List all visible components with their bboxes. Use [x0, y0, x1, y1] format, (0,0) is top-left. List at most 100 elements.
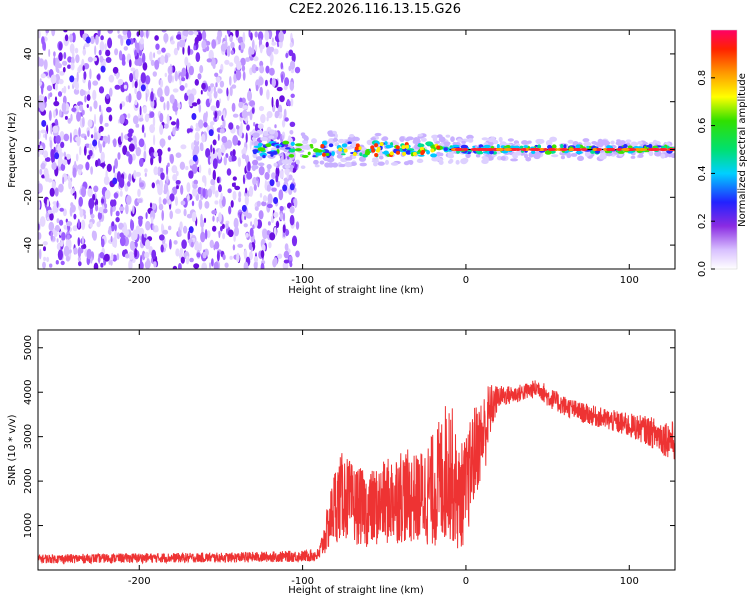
heatmap-cell [325, 152, 330, 157]
heatmap-cell [63, 224, 68, 230]
heatmap-cell [260, 262, 265, 269]
heatmap-cell [135, 171, 141, 177]
heatmap-cell [249, 227, 254, 237]
heatmap-cell [253, 184, 257, 191]
heatmap-cell [496, 148, 501, 151]
heatmap-cell [160, 55, 165, 65]
heatmap-cell [212, 225, 217, 232]
heatmap-cell [200, 89, 203, 95]
heatmap-cell [295, 221, 300, 230]
heatmap-cell [210, 123, 213, 130]
heatmap-cell [250, 32, 253, 41]
heatmap-cell [112, 138, 117, 148]
heatmap-cell [215, 76, 221, 83]
heatmap-cell [279, 205, 284, 212]
heatmap-cell [55, 260, 59, 265]
heatmap-cell [152, 223, 155, 231]
heatmap-cell [527, 140, 532, 144]
heatmap-cell [251, 165, 256, 172]
heatmap-cell [212, 215, 215, 222]
heatmap-cell [364, 151, 371, 156]
heatmap-cell [176, 41, 180, 51]
heatmap-cell [123, 84, 127, 89]
heatmap-cell [259, 44, 263, 54]
heatmap-cell [523, 153, 529, 159]
colorbar-tick-label: 0.8 [697, 70, 708, 86]
heatmap-cell [79, 104, 83, 112]
heatmap-cell [46, 85, 53, 92]
heatmap-cell [461, 157, 469, 163]
heatmap-cell [42, 41, 46, 51]
heatmap-cell [197, 119, 204, 129]
heatmap-cell [157, 87, 163, 98]
heatmap-cell [136, 42, 140, 53]
heatmap-cell [252, 149, 257, 155]
heatmap-cell [253, 56, 259, 62]
heatmap-cell [98, 139, 101, 149]
heatmap-cell [95, 159, 99, 168]
heatmap-cell [96, 74, 101, 80]
heatmap-cell [161, 210, 164, 221]
heatmap-cell [169, 239, 172, 250]
heatmap-cell [50, 74, 57, 84]
heatmap-cell [90, 134, 94, 139]
heatmap-cell [115, 217, 120, 223]
heatmap-cell [82, 65, 85, 72]
heatmap-cell [164, 54, 169, 64]
heatmap-cell [264, 179, 268, 191]
heatmap-cell [54, 83, 59, 91]
heatmap-cell [86, 104, 89, 108]
heatmap-cell [374, 152, 379, 157]
heatmap-cell [144, 168, 148, 174]
heatmap-cell [38, 30, 41, 39]
heatmap-cell [119, 103, 123, 110]
heatmap-cell [106, 106, 112, 113]
heatmap-cell [312, 155, 316, 158]
heatmap-cell [223, 156, 227, 166]
heatmap-cell [85, 36, 91, 44]
heatmap-cell [156, 148, 163, 157]
heatmap-cell [533, 154, 541, 160]
heatmap-cell [321, 152, 326, 157]
heatmap-cell [116, 232, 121, 240]
heatmap-cell [196, 98, 201, 105]
heatmap-cell [168, 225, 172, 231]
heatmap-cell [648, 143, 653, 149]
heatmap-cell [180, 256, 185, 264]
heatmap-cell [127, 132, 133, 138]
heatmap-cell [80, 186, 87, 198]
heatmap-cell [279, 169, 284, 179]
heatmap-cell [89, 150, 93, 157]
heatmap-cell [312, 148, 320, 153]
heatmap-cell [277, 253, 283, 259]
heatmap-cell [275, 98, 279, 109]
heatmap-cell [140, 72, 146, 84]
heatmap-cell [150, 91, 154, 102]
heatmap-cell [327, 130, 333, 136]
heatmap-cell [450, 136, 455, 143]
heatmap-cell [69, 43, 75, 54]
heatmap-cell [212, 169, 216, 181]
heatmap-cell [279, 212, 283, 221]
heatmap-cell [38, 232, 42, 240]
heatmap-cell [282, 224, 286, 234]
heatmap-cell [269, 179, 275, 187]
heatmap-cell [149, 202, 153, 208]
heatmap-cell [94, 45, 97, 56]
heatmap-cell [207, 188, 213, 198]
heatmap-cell [49, 139, 53, 149]
heatmap-cell [141, 124, 145, 134]
heatmap-cell [279, 95, 285, 103]
heatmap-cell [114, 158, 118, 169]
heatmap-cell [169, 94, 175, 104]
heatmap-cell [76, 71, 79, 82]
heatmap-cell [139, 37, 144, 45]
heatmap-cell [43, 59, 48, 70]
heatmap-cell [50, 231, 53, 241]
heatmap-cell [284, 77, 290, 87]
heatmap-cell [84, 43, 90, 48]
x-tick-label: -100 [291, 576, 314, 587]
heatmap-cell [153, 134, 156, 146]
heatmap-cell [144, 113, 150, 123]
heatmap-cell [260, 250, 265, 259]
